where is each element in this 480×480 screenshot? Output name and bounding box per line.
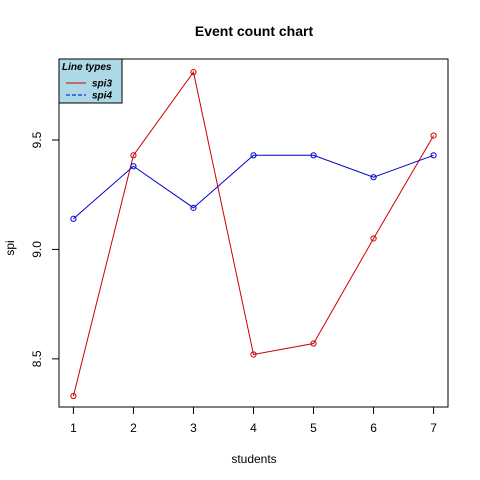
legend-box	[58, 58, 123, 104]
data-point	[310, 340, 317, 347]
legend-label-spi3: spi3	[92, 79, 112, 90]
series-line-spi4	[73, 154, 434, 220]
axes: 1 2 3 4 5 6 7 8.5 9.0 9.5	[30, 131, 437, 435]
data-point	[430, 132, 437, 139]
x-tick-label: 2	[130, 421, 137, 435]
x-tick-label: 6	[370, 421, 377, 435]
legend-label-spi4: spi4	[92, 91, 112, 102]
y-tick-label: 9.5	[30, 131, 44, 148]
data-point	[70, 215, 77, 222]
data-point	[130, 152, 137, 159]
x-tick-label: 5	[310, 421, 317, 435]
x-tick-label: 7	[430, 421, 437, 435]
data-point	[190, 69, 197, 76]
series-spi4	[70, 152, 437, 222]
data-point	[70, 392, 77, 400]
data-point	[370, 174, 377, 181]
x-axis-label: students	[231, 452, 276, 466]
x-tick-label: 4	[250, 421, 257, 435]
data-point	[190, 204, 197, 211]
series-spi3	[70, 69, 437, 400]
legend-title: Line types	[62, 62, 112, 73]
series-line-spi3	[72, 70, 435, 397]
data-point	[430, 152, 437, 159]
chart-title: Event count chart	[195, 23, 314, 39]
y-tick-label: 8.5	[30, 350, 44, 367]
data-point	[370, 235, 377, 242]
data-point	[250, 152, 257, 159]
y-tick-label: 9.0	[30, 241, 44, 258]
x-tick-label: 1	[70, 421, 77, 435]
series-layer	[70, 69, 437, 400]
x-tick-label: 3	[190, 421, 197, 435]
data-point	[250, 351, 257, 358]
data-point	[310, 152, 317, 159]
data-point	[130, 163, 137, 170]
y-axis-label: spi	[3, 240, 17, 255]
